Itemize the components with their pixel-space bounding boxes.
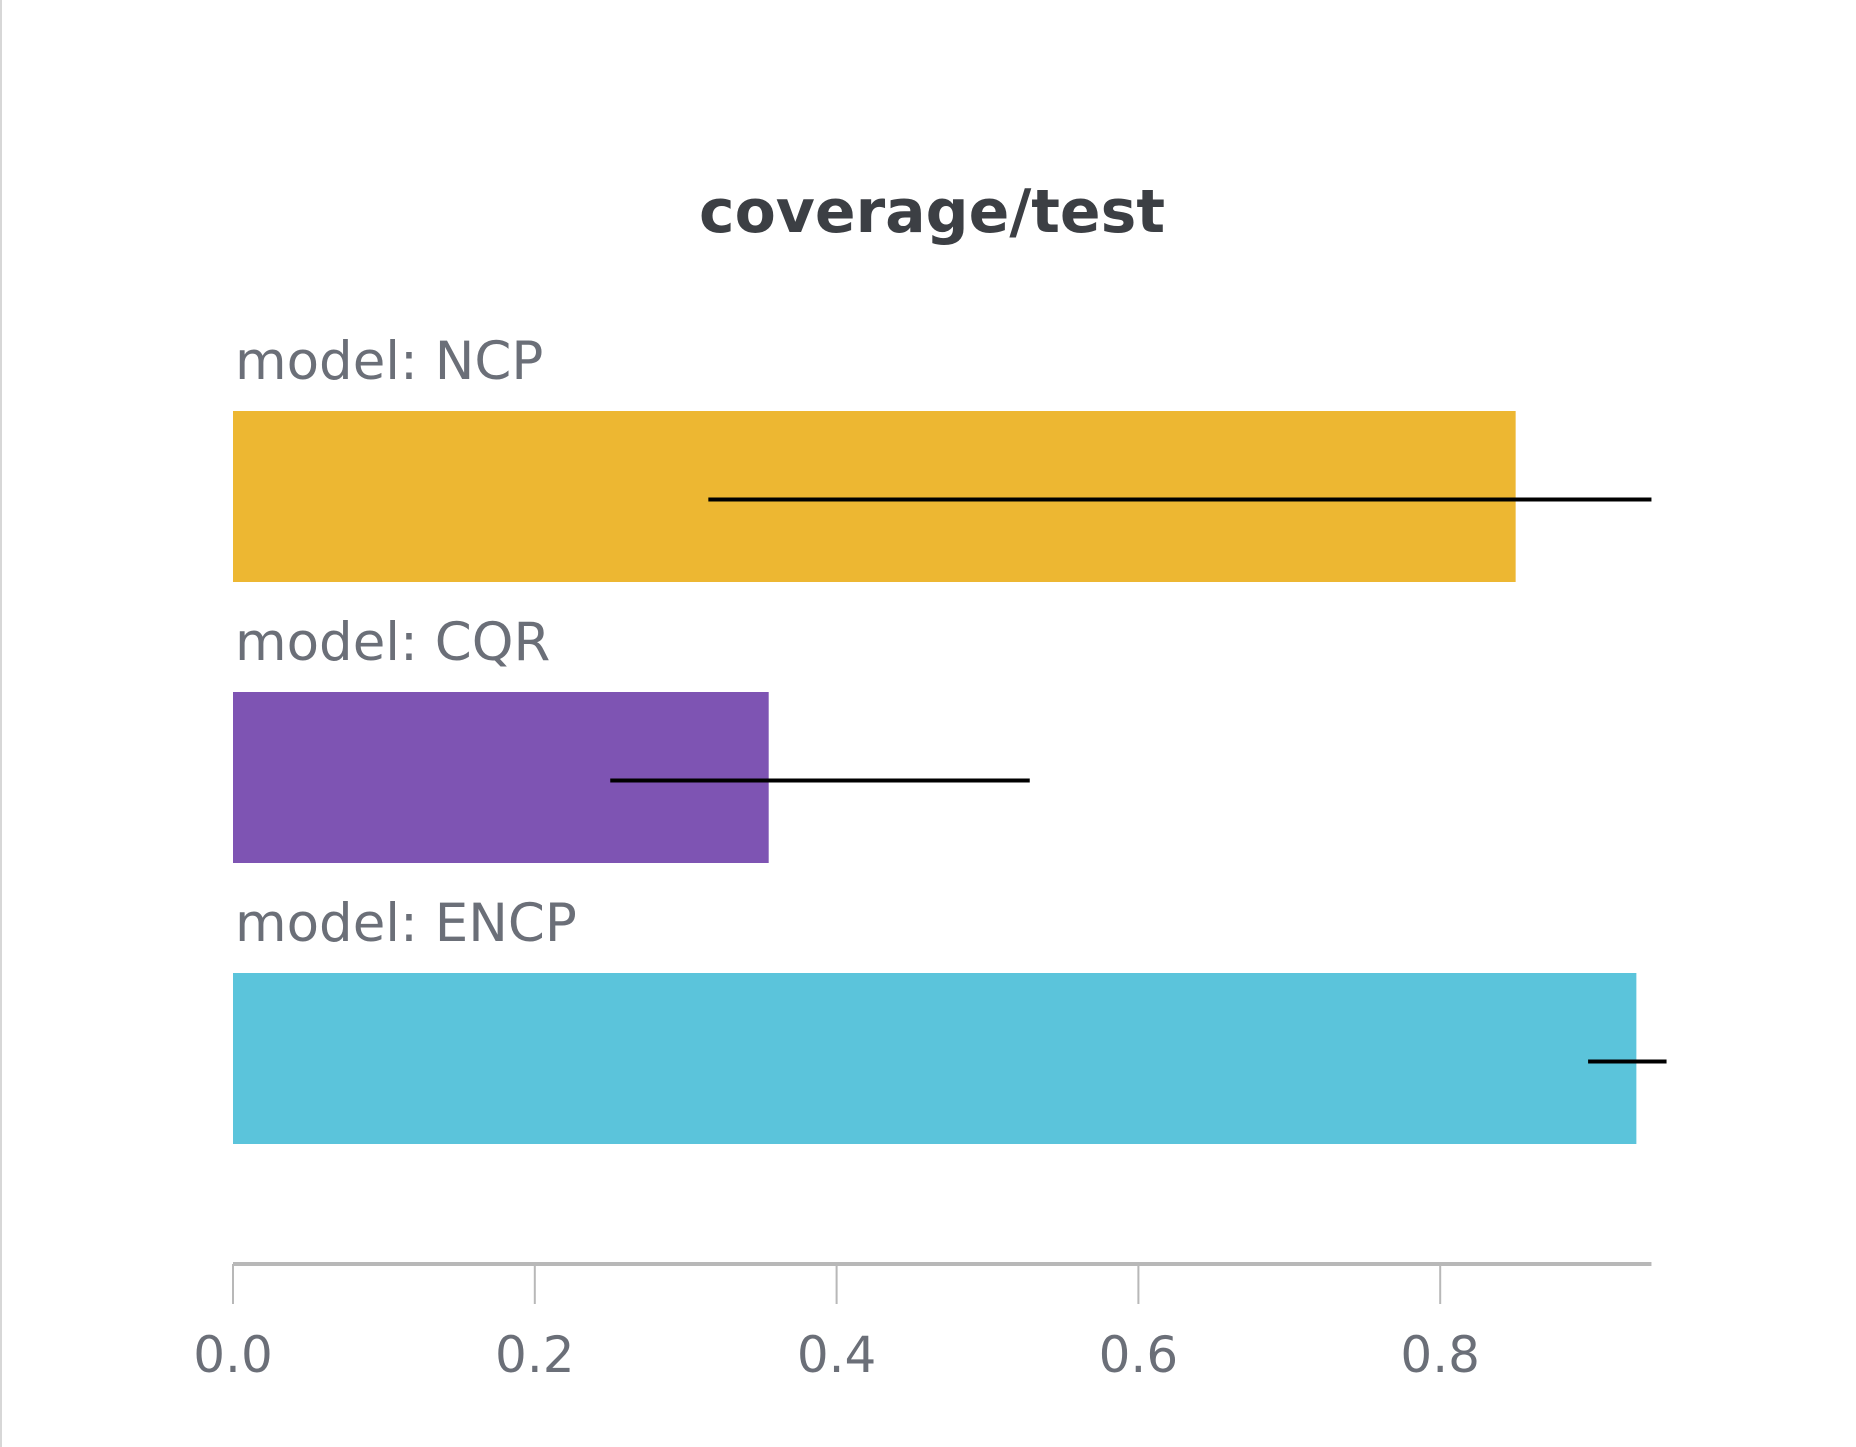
x-tick-label: 0.4 (797, 1326, 877, 1384)
x-tick-label: 0.0 (193, 1326, 273, 1384)
bar-label: model: NCP (235, 331, 543, 392)
bar-label: model: ENCP (235, 893, 577, 954)
bars-layer: model: NCP model: CQR model: ENCP (233, 331, 1667, 1144)
x-tick-label: 0.8 (1400, 1326, 1480, 1384)
chart-title: coverage/test (699, 177, 1165, 247)
bar[interactable] (233, 411, 1516, 582)
bar-label: model: CQR (235, 612, 550, 673)
bar-group: model: NCP (233, 331, 1652, 582)
bar-group: model: ENCP (233, 893, 1667, 1144)
bar[interactable] (233, 973, 1637, 1144)
bar[interactable] (233, 692, 769, 863)
x-tick-label: 0.6 (1099, 1326, 1179, 1384)
x-axis: 0.0 0.2 0.4 0.6 0.8 (193, 1262, 1652, 1384)
x-tick-label: 0.2 (495, 1326, 575, 1384)
bar-group: model: CQR (233, 612, 1030, 863)
